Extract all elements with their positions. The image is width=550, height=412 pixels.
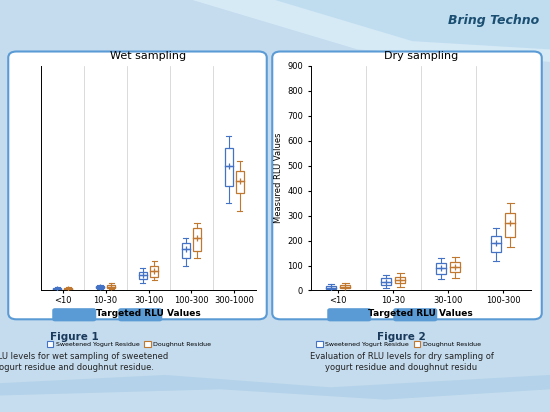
Text: Figure 1: Figure 1 xyxy=(50,332,98,342)
X-axis label: Targeted RLU Values: Targeted RLU Values xyxy=(368,309,473,318)
Bar xyxy=(53,288,61,290)
Bar xyxy=(64,288,72,290)
Bar xyxy=(96,286,104,288)
Bar xyxy=(491,236,501,252)
Bar xyxy=(139,272,147,279)
Bar xyxy=(505,213,515,237)
Bar xyxy=(150,265,158,277)
Y-axis label: Measured RLU Values: Measured RLU Values xyxy=(274,133,283,223)
Bar xyxy=(395,277,405,283)
X-axis label: Targeted RLU Values: Targeted RLU Values xyxy=(96,309,201,318)
Bar xyxy=(381,279,391,286)
Bar xyxy=(436,263,446,274)
Bar xyxy=(225,148,233,186)
Text: Bring Techno: Bring Techno xyxy=(448,14,539,28)
Text: Evaluation of RLU levels for dry sampling of
yogurt residue and doughnut residu: Evaluation of RLU levels for dry samplin… xyxy=(310,352,493,372)
Legend: Sweetened Yogurt Residue, Doughnut Residue: Sweetened Yogurt Residue, Doughnut Resid… xyxy=(45,339,213,349)
Title: Wet sampling: Wet sampling xyxy=(111,51,186,61)
Bar xyxy=(340,285,350,288)
Text: Figure 2: Figure 2 xyxy=(377,332,426,342)
Bar xyxy=(236,171,244,193)
Polygon shape xyxy=(0,389,550,412)
Title: Dry sampling: Dry sampling xyxy=(384,51,458,61)
Polygon shape xyxy=(192,0,550,62)
Bar xyxy=(182,243,190,258)
Bar xyxy=(450,262,460,272)
Legend: Sweetened Yogurt Residue, Doughnut Residue: Sweetened Yogurt Residue, Doughnut Resid… xyxy=(314,339,483,349)
Bar xyxy=(193,228,201,250)
Text: of RLU levels for wet sampling of sweetened
yogurt residue and doughnut residue.: of RLU levels for wet sampling of sweete… xyxy=(0,352,168,372)
Bar xyxy=(326,286,336,289)
Polygon shape xyxy=(275,0,550,49)
Polygon shape xyxy=(0,375,550,412)
Bar xyxy=(107,286,115,288)
